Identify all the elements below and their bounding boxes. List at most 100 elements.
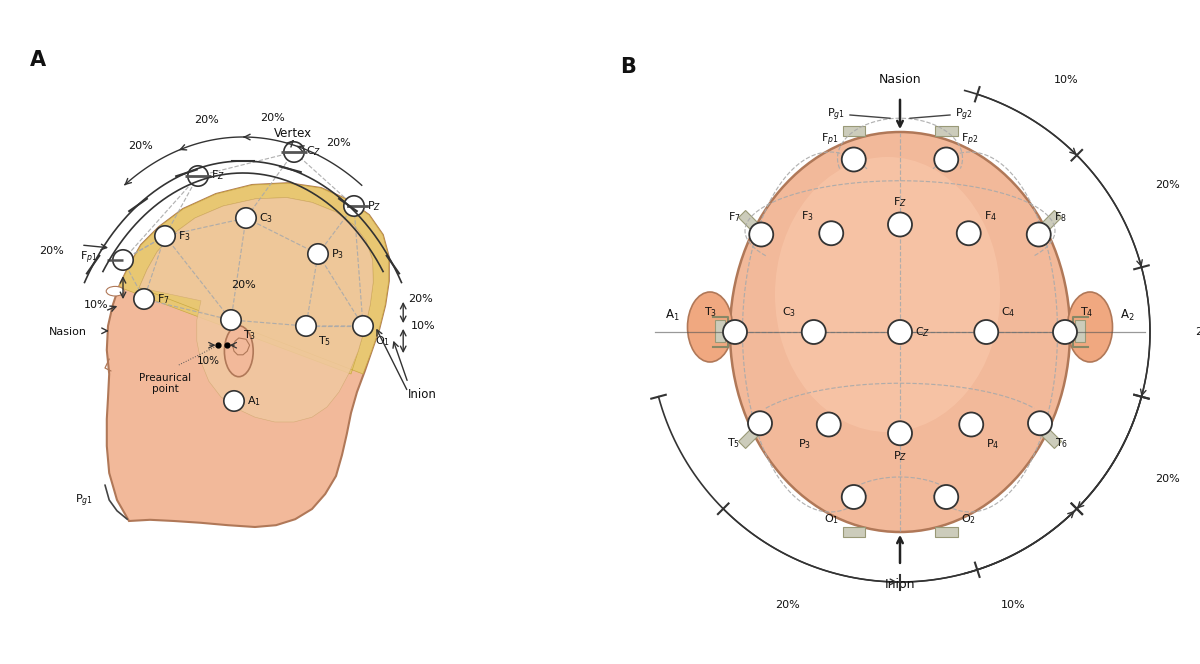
Text: A: A	[30, 50, 46, 70]
Text: P$_4$: P$_4$	[986, 438, 1000, 452]
Polygon shape	[1075, 319, 1085, 342]
Circle shape	[296, 316, 317, 336]
Text: F$_7$: F$_7$	[157, 292, 170, 306]
Polygon shape	[935, 527, 958, 537]
Circle shape	[888, 212, 912, 236]
Polygon shape	[842, 527, 865, 537]
Text: P$_{g1}$: P$_{g1}$	[74, 493, 92, 509]
Text: T$_5$: T$_5$	[727, 436, 740, 450]
Circle shape	[343, 196, 364, 216]
Ellipse shape	[224, 326, 253, 376]
Text: T$_3$: T$_3$	[242, 328, 256, 342]
Polygon shape	[139, 198, 373, 422]
Circle shape	[817, 412, 841, 436]
Circle shape	[1028, 411, 1052, 435]
Text: 20%: 20%	[1156, 475, 1181, 485]
Polygon shape	[1038, 426, 1062, 448]
Text: T$_3$: T$_3$	[704, 305, 718, 319]
Circle shape	[956, 221, 980, 245]
Ellipse shape	[688, 292, 732, 362]
Circle shape	[1054, 320, 1078, 344]
Text: P$_Z$: P$_Z$	[367, 199, 382, 213]
Text: F$_8$: F$_8$	[1054, 210, 1067, 224]
Text: Nasion: Nasion	[49, 327, 88, 337]
Polygon shape	[107, 183, 389, 527]
Text: C$_Z$: C$_Z$	[916, 325, 930, 339]
Text: 10%: 10%	[1054, 76, 1079, 86]
Circle shape	[188, 166, 209, 186]
Text: 20%: 20%	[260, 114, 284, 124]
Text: 20%: 20%	[194, 115, 220, 125]
Ellipse shape	[1068, 292, 1112, 362]
Text: F$_{p1}$: F$_{p1}$	[821, 131, 839, 147]
Text: F$_Z$: F$_Z$	[211, 168, 226, 182]
Circle shape	[284, 142, 305, 162]
Circle shape	[221, 310, 241, 330]
Text: Preaurical
point: Preaurical point	[139, 373, 191, 394]
Text: O$_1$: O$_1$	[374, 334, 390, 348]
Text: 20%: 20%	[326, 137, 352, 147]
Text: 20%: 20%	[1195, 327, 1200, 337]
Circle shape	[113, 250, 133, 270]
Text: P$_3$: P$_3$	[798, 438, 811, 452]
Text: 10%: 10%	[197, 356, 221, 366]
Text: P$_{g1}$: P$_{g1}$	[827, 106, 845, 123]
Text: P$_{g2}$: P$_{g2}$	[955, 106, 973, 123]
Text: F$_3$: F$_3$	[179, 229, 191, 243]
Polygon shape	[842, 125, 865, 135]
Text: F$_4$: F$_4$	[984, 209, 997, 222]
Text: C$_Z$: C$_Z$	[306, 144, 322, 157]
Text: 10%: 10%	[1001, 600, 1025, 610]
Circle shape	[888, 320, 912, 344]
Circle shape	[307, 244, 329, 264]
Text: P$_3$: P$_3$	[331, 247, 344, 261]
Ellipse shape	[730, 132, 1070, 532]
Text: B: B	[620, 57, 636, 77]
Ellipse shape	[106, 286, 125, 296]
Text: Inion: Inion	[408, 388, 437, 402]
Circle shape	[841, 147, 865, 171]
Text: T$_4$: T$_4$	[1080, 305, 1093, 319]
Text: 20%: 20%	[230, 280, 256, 290]
Text: F$_7$: F$_7$	[728, 210, 742, 224]
Circle shape	[935, 485, 959, 509]
Polygon shape	[935, 125, 958, 135]
Circle shape	[974, 320, 998, 344]
Polygon shape	[715, 319, 725, 342]
Circle shape	[888, 421, 912, 446]
Circle shape	[353, 316, 373, 336]
Text: 10%: 10%	[84, 300, 109, 310]
Text: A$_1$: A$_1$	[247, 394, 262, 408]
Text: P$_Z$: P$_Z$	[893, 449, 907, 463]
Text: F$_Z$: F$_Z$	[893, 195, 907, 209]
Polygon shape	[1038, 210, 1062, 234]
Circle shape	[748, 411, 772, 435]
Circle shape	[935, 147, 959, 171]
Polygon shape	[119, 183, 389, 374]
Text: 20%: 20%	[1156, 179, 1181, 189]
Text: 20%: 20%	[128, 141, 154, 151]
Text: A$_1$: A$_1$	[665, 308, 680, 323]
Circle shape	[134, 289, 154, 309]
Text: C$_3$: C$_3$	[259, 211, 274, 225]
Text: Vertex: Vertex	[274, 127, 312, 140]
Circle shape	[155, 226, 175, 246]
Text: 20%: 20%	[408, 294, 433, 304]
Text: 10%: 10%	[410, 321, 436, 331]
Text: T$_6$: T$_6$	[1055, 436, 1068, 450]
Circle shape	[749, 222, 773, 246]
Text: 20%: 20%	[38, 246, 64, 256]
Circle shape	[236, 208, 257, 228]
Text: F$_3$: F$_3$	[800, 209, 814, 222]
Circle shape	[224, 391, 245, 411]
Text: 20%: 20%	[775, 600, 799, 610]
Text: Nasion: Nasion	[878, 73, 922, 86]
Ellipse shape	[775, 157, 1000, 432]
Circle shape	[1027, 222, 1051, 246]
Text: T$_5$: T$_5$	[318, 334, 331, 348]
Text: A$_2$: A$_2$	[1120, 308, 1134, 323]
Text: O$_2$: O$_2$	[961, 513, 977, 527]
Text: C$_3$: C$_3$	[782, 305, 797, 319]
Polygon shape	[738, 426, 762, 448]
Circle shape	[841, 485, 865, 509]
